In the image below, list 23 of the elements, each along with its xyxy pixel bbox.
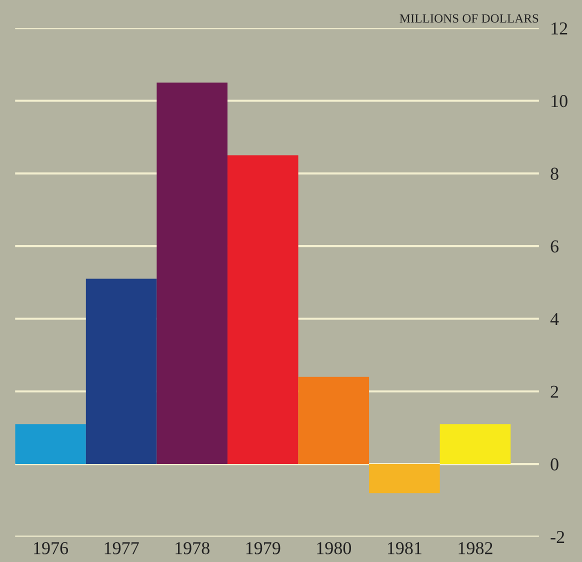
y-tick-label: 0 — [550, 458, 558, 470]
y-tick-label: 8 — [550, 168, 558, 180]
x-tick-label: 1979 — [246, 542, 280, 554]
x-tick-label: 1978 — [176, 542, 210, 554]
bar — [440, 424, 511, 464]
x-tick-label: 1981 — [388, 542, 422, 554]
bar — [15, 424, 86, 464]
chart-title: MILLIONS OF DOLLARS — [400, 14, 538, 23]
y-tick-label: 12 — [552, 22, 568, 34]
y-tick-label: 4 — [550, 313, 559, 325]
y-tick-label: 6 — [550, 240, 559, 253]
y-tick-label: 10 — [552, 95, 568, 108]
y-tick-label: -2 — [550, 531, 564, 543]
bar — [227, 155, 298, 464]
x-tick-label: 1976 — [34, 542, 68, 554]
y-tick-label: 2 — [550, 386, 558, 398]
bar — [86, 278, 157, 464]
bar — [156, 82, 228, 464]
bar — [298, 376, 370, 464]
bar — [369, 464, 440, 494]
x-tick-label: 1977 — [104, 542, 139, 554]
x-tick-label: 1980 — [317, 542, 352, 554]
x-tick-label: 1982 — [458, 542, 492, 554]
